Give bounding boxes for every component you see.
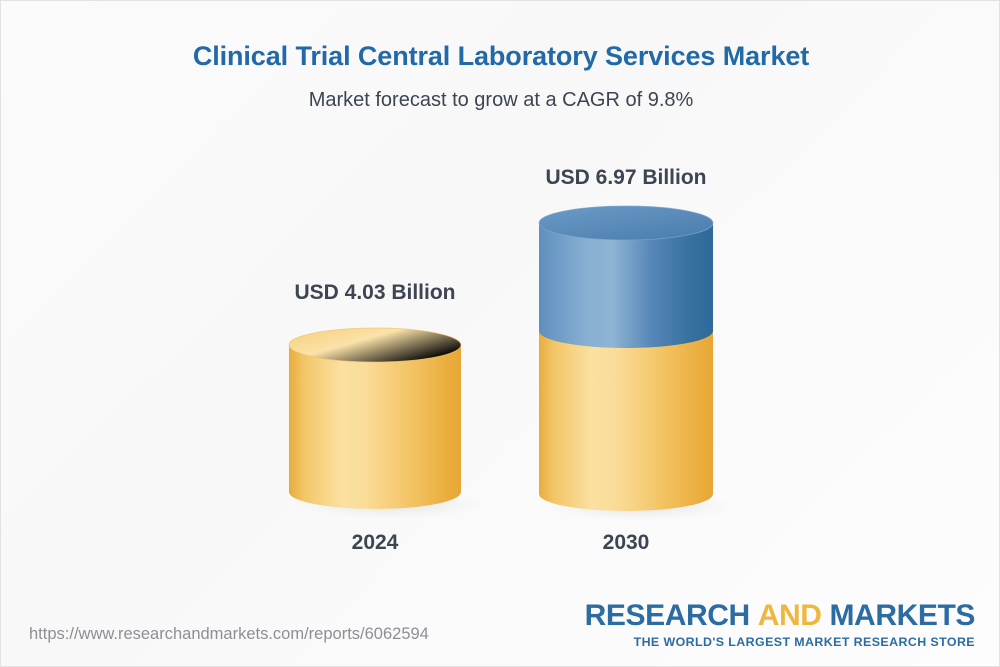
brand-logo[interactable]: RESEARCH AND MARKETS THE WORLD'S LARGEST… — [584, 598, 976, 649]
cylinder-2030 — [538, 205, 736, 521]
chart-title: Clinical Trial Central Laboratory Servic… — [192, 41, 810, 71]
chart-subtitle: Market forecast to grow at a CAGR of 9.8… — [308, 89, 694, 111]
brand-word-research: RESEARCH — [584, 598, 751, 632]
source-url[interactable]: https://www.researchandmarkets.com/repor… — [29, 625, 429, 643]
brand-word-markets: MARKETS — [829, 598, 975, 632]
cylinder-2024 — [288, 327, 484, 519]
bar-category-label-2024: 2024 — [351, 531, 399, 554]
bar-group-2024: USD 4.03 Billion — [288, 1, 484, 591]
brand-word-and: AND — [757, 598, 822, 632]
plot-area: USD 4.03 Billion — [1, 1, 999, 591]
bar-group-2030: USD 6.97 Billion — [538, 1, 736, 591]
brand-tagline: THE WORLD'S LARGEST MARKET RESEARCH STOR… — [633, 634, 975, 649]
brand-wordmark: RESEARCH AND MARKETS — [584, 598, 976, 632]
bar-category-label-2030: 2030 — [602, 531, 650, 554]
bar-value-label-2030: USD 6.97 Billion — [545, 166, 707, 189]
bar-value-label-2024: USD 4.03 Billion — [294, 281, 456, 304]
